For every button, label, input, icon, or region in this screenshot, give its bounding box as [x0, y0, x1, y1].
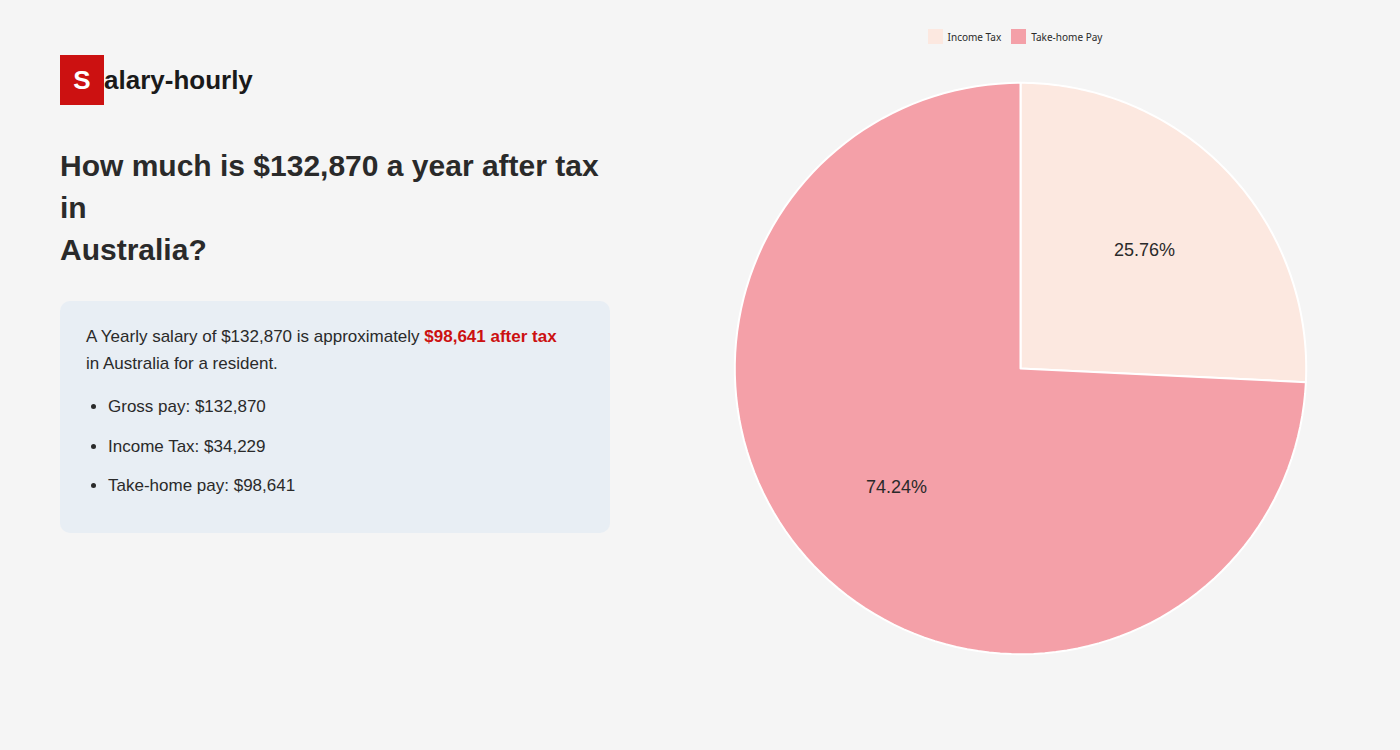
html-text:Take-home pay: $98,641: Take-home pay: $98,641 [108, 475, 296, 495]
html-text:Income Tax: Income Tax [947, 29, 1002, 44]
svg-text:25.76%: 25.76% [1114, 240, 1175, 260]
html-text:S: S [73, 64, 91, 95]
html-text:alary-hourly: alary-hourly [104, 64, 253, 95]
html-text:Take-home Pay: Take-home Pay [1031, 29, 1103, 44]
html-text:A Yearly salary of $132,870 is: A Yearly salary of $132,870 is approxima… [86, 327, 557, 346]
html-text:Income Tax: $34,229: Income Tax: $34,229 [108, 436, 266, 456]
html-text:Gross pay: $132,870: Gross pay: $132,870 [108, 397, 266, 417]
html-text:How much is $132,870 a year af: How much is $132,870 a year after tax in… [60, 149, 599, 266]
svg-text:74.24%: 74.24% [866, 477, 927, 497]
html-text:in Australia for a resident.: in Australia for a resident. [86, 354, 278, 374]
